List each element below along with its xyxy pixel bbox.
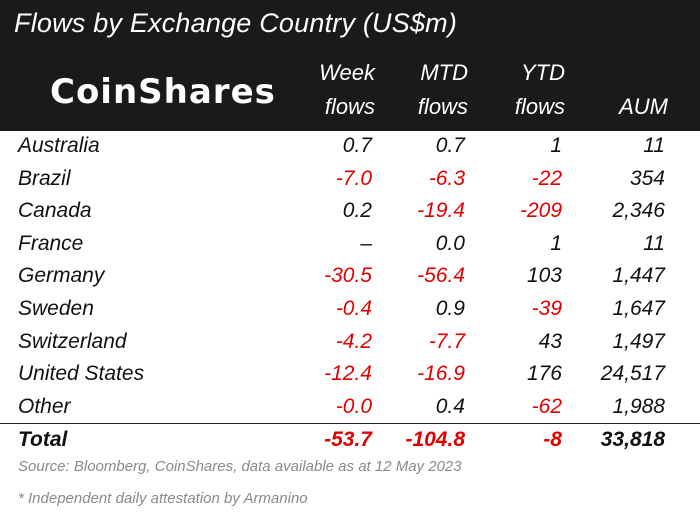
coinshares-logo: CoinShares: [50, 72, 276, 112]
row-country: Australia: [18, 134, 100, 157]
row-week: –: [360, 231, 372, 255]
col-head-mtd-line1: MTD: [420, 60, 468, 85]
col-head-aum: AUM: [548, 56, 668, 124]
row-mtd: -16.9: [417, 362, 465, 386]
row-week: 0.7: [342, 134, 372, 157]
row-mtd: -19.4: [417, 199, 465, 223]
row-mtd: -56.4: [417, 264, 465, 288]
total-divider: [0, 423, 700, 424]
row-mtd: 0.0: [435, 231, 465, 255]
table-row: Switzerland -4.2 -7.7 43 1,497: [0, 326, 700, 358]
total-mtd: -104.8: [405, 428, 465, 451]
total-ytd: -8: [543, 428, 562, 451]
row-country: Germany: [18, 264, 105, 288]
col-head-mtd-line2: flows: [417, 94, 468, 119]
row-aum: 24,517: [600, 362, 665, 386]
row-ytd: 103: [526, 264, 562, 288]
col-head-mtd: MTD flows: [348, 56, 468, 124]
row-ytd: 43: [538, 329, 562, 353]
col-head-aum-line1: [548, 56, 668, 90]
total-row: Total -53.7 -104.8 -8 33,818: [0, 424, 700, 456]
table-row: United States -12.4 -16.9 176 24,517: [0, 358, 700, 390]
row-mtd: -7.7: [428, 329, 465, 353]
source-note: Source: Bloomberg, CoinShares, data avai…: [18, 458, 462, 475]
total-label: Total: [18, 428, 68, 451]
col-head-week-line2: flows: [324, 94, 375, 119]
row-aum: 1,647: [612, 297, 665, 320]
col-head-week: Week flows: [255, 56, 375, 124]
table-header: CoinShares Week flows MTD flows YTD flow…: [0, 46, 700, 131]
row-aum: 2,346: [612, 199, 665, 223]
row-aum: 11: [643, 231, 665, 255]
table-row: Brazil -7.0 -6.3 -22 354: [0, 163, 700, 195]
row-ytd: -209: [519, 199, 562, 223]
col-head-week-line1: Week: [319, 60, 375, 85]
total-aum: 33,818: [600, 428, 665, 451]
row-aum: 1,447: [612, 264, 665, 288]
row-mtd: 0.7: [435, 134, 465, 157]
row-mtd: 0.9: [435, 297, 465, 320]
row-aum: 354: [629, 166, 665, 190]
table-row: Other -0.0 0.4 -62 1,988: [0, 391, 700, 423]
row-week: -12.4: [324, 362, 372, 386]
row-country: United States: [18, 362, 145, 386]
row-aum: 1,497: [612, 329, 665, 353]
row-aum: 11: [643, 134, 665, 157]
row-country: Other: [18, 394, 71, 418]
row-country: Sweden: [18, 297, 94, 320]
col-head-ytd: YTD flows: [445, 56, 565, 124]
table-row: France –0.0 1 11: [0, 228, 700, 260]
row-ytd: -22: [531, 166, 562, 190]
row-country: Switzerland: [18, 329, 127, 353]
row-ytd: 1: [550, 134, 562, 157]
row-ytd: 176: [526, 362, 562, 386]
row-mtd: 0.4: [435, 394, 465, 418]
row-week: -7.0: [335, 166, 372, 190]
col-head-ytd-line1: YTD: [521, 60, 565, 85]
row-week: -30.5: [324, 264, 372, 288]
row-week: -0.4: [335, 297, 372, 320]
row-ytd: -62: [531, 394, 562, 418]
table-row: Australia 0.7 0.7 1 11: [0, 130, 700, 162]
total-week: -53.7: [324, 428, 372, 451]
row-country: Canada: [18, 199, 92, 223]
table-row: Sweden -0.4 0.9 -39 1,647: [0, 293, 700, 325]
title-bar: Flows by Exchange Country (US$m): [0, 0, 700, 46]
row-ytd: 1: [550, 231, 562, 255]
row-week: 0.2: [342, 199, 372, 223]
row-week: -4.2: [335, 329, 372, 353]
row-ytd: -39: [531, 297, 562, 320]
row-week: -0.0: [335, 394, 372, 418]
footnote: * Independent daily attestation by Arman…: [18, 490, 308, 507]
col-head-ytd-line2: flows: [514, 94, 565, 119]
row-aum: 1,988: [612, 394, 665, 418]
row-mtd: -6.3: [428, 166, 465, 190]
table-row: Germany -30.5 -56.4 103 1,447: [0, 260, 700, 292]
row-country: France: [18, 231, 84, 255]
table-title: Flows by Exchange Country (US$m): [14, 8, 458, 38]
table-row: Canada 0.2 -19.4 -209 2,346: [0, 195, 700, 227]
row-country: Brazil: [18, 166, 71, 190]
col-head-aum-line2: AUM: [619, 94, 668, 119]
